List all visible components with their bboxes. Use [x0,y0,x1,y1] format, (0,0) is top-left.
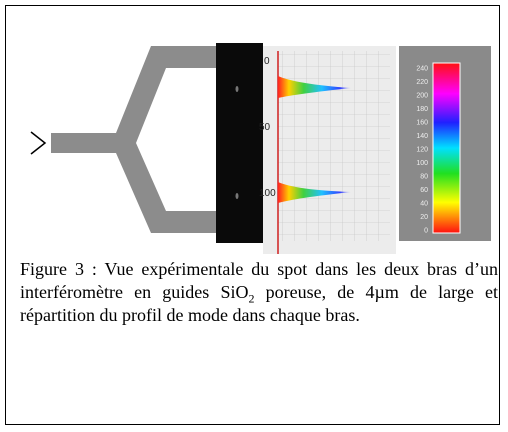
axis-label: 50 [259,122,271,133]
colorbar-label: 80 [420,174,428,181]
colorbar-label: 60 [420,187,428,194]
colorbar-label: 0 [424,228,428,235]
camera-image [216,43,263,243]
colorbar-label: 240 [416,66,428,73]
colorbar-label: 40 [420,201,428,208]
spot [236,86,239,92]
colorbar-label: 100 [416,160,428,167]
page: 0 50 100 2402202001801601401201008060402… [0,0,508,432]
plot-grid [278,51,390,241]
axis-label: 0 [264,56,270,67]
colorbar-label: 160 [416,120,428,127]
figure: 0 50 100 2402202001801601401201008060402… [6,6,499,256]
colorbar-label: 140 [416,133,428,140]
colorbar-label: 120 [416,147,428,154]
colorbar-label: 20 [420,214,428,221]
colorbar-label: 200 [416,93,428,100]
input-arrow [31,132,45,154]
caption: Figure 3 : Vue expérimentale du spot dan… [20,258,498,327]
axis-label: 100 [259,188,276,199]
colorbar-label: 180 [416,106,428,113]
spot [236,193,239,199]
waveguide [51,46,216,233]
colorbar [433,63,460,233]
colorbar-label: 220 [416,79,428,86]
